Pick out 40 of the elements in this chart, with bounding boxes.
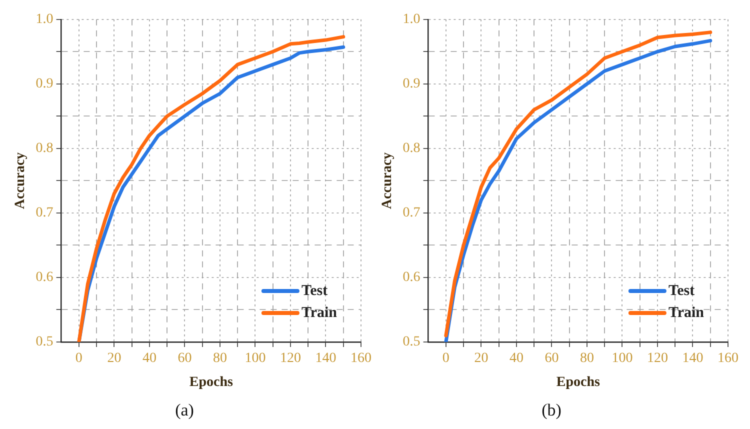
y-axis-title: Accuracy [13, 152, 28, 210]
y-tick-label: 0.9 [36, 76, 54, 92]
x-tick-label: 160 [350, 351, 372, 366]
x-tick-label: 100 [244, 351, 266, 366]
y-tick-label: 0.9 [402, 76, 420, 92]
y-tick-label: 0.6 [402, 270, 420, 286]
text: (b) [542, 400, 562, 420]
text: (a) [175, 400, 194, 420]
x-tick-label: 120 [646, 351, 668, 366]
x-axis-title: Epochs [556, 374, 600, 390]
x-tick-label: 160 [718, 351, 738, 366]
x-tick-label: 20 [107, 351, 122, 366]
x-tick-label: 80 [212, 351, 227, 366]
x-tick-label: 80 [580, 351, 594, 366]
y-tick-label: 0.8 [36, 141, 54, 156]
x-tick-label: 20 [474, 351, 488, 366]
x-tick-label: 60 [178, 351, 192, 366]
y-tick-label: 1.0 [402, 12, 420, 28]
y-tick-label: 0.5 [402, 334, 420, 350]
x-tick-label: 60 [544, 351, 559, 366]
y-tick-label: 0.7 [36, 206, 54, 221]
y-tick-label: 1.0 [36, 12, 54, 28]
x-tick-label: 140 [315, 351, 336, 366]
legend-label: Train [668, 304, 705, 321]
legend-label: Test [668, 282, 695, 299]
x-tick-label: 40 [142, 351, 156, 366]
legend-label: Train [301, 304, 338, 321]
x-tick-label: 0 [75, 351, 82, 366]
y-tick-label: 0.7 [402, 206, 420, 221]
x-axis-title: Epochs [189, 374, 234, 390]
x-tick-label: 0 [442, 351, 450, 366]
x-tick-label: 100 [612, 351, 633, 366]
y-tick-label: 0.8 [402, 141, 420, 156]
x-tick-label: 120 [280, 351, 301, 366]
x-tick-label: 40 [509, 351, 524, 366]
y-axis-title: Accuracy [380, 152, 396, 210]
legend-label: Test [301, 282, 328, 299]
y-tick-label: 0.6 [36, 270, 54, 286]
x-tick-label: 140 [682, 351, 704, 366]
y-tick-label: 0.5 [36, 334, 54, 350]
